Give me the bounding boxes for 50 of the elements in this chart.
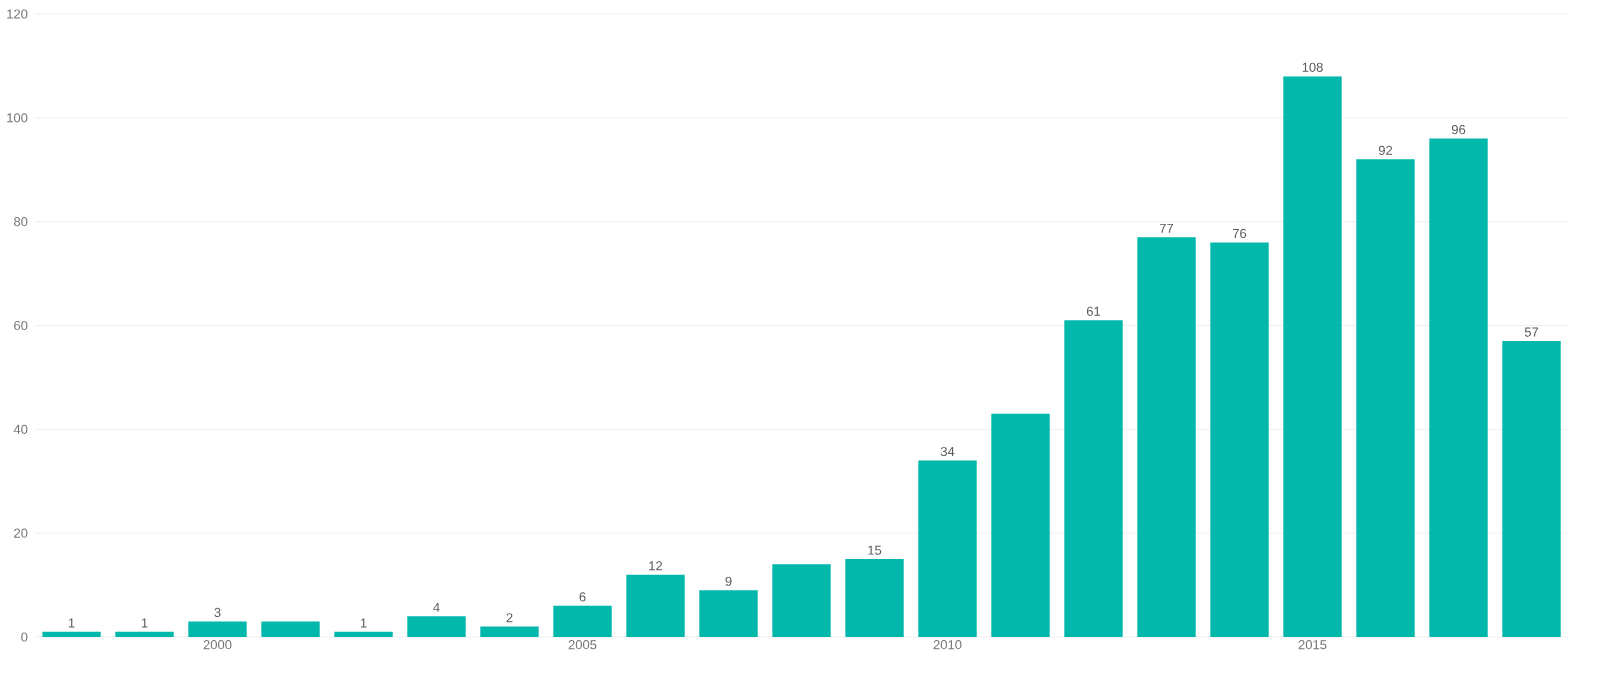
y-tick-label: 20 (14, 528, 28, 538)
data-label: 3 (214, 607, 221, 618)
bar (626, 574, 685, 637)
data-label: 77 (1159, 223, 1174, 233)
data-label: 96 (1451, 125, 1466, 135)
data-label: 108 (1302, 62, 1323, 72)
bar (115, 631, 174, 637)
bar (918, 460, 977, 637)
y-tick-label: 100 (7, 113, 28, 123)
data-label: 92 (1378, 145, 1393, 155)
x-tick-label: 2005 (568, 640, 597, 650)
y-tick-label: 60 (14, 320, 28, 331)
bar (1137, 237, 1196, 637)
data-label: 34 (940, 446, 955, 457)
bar (1064, 320, 1123, 637)
bar (42, 631, 101, 637)
x-tick-label: 2010 (933, 640, 962, 650)
bar (1356, 159, 1415, 637)
data-label: 1 (141, 618, 148, 628)
data-label: 76 (1232, 228, 1247, 239)
y-tick-label: 120 (7, 9, 28, 19)
bar (1283, 76, 1342, 637)
x-tick-label: 2000 (203, 640, 232, 650)
data-label: 15 (868, 545, 882, 555)
data-label: 4 (433, 602, 440, 612)
bar (1210, 242, 1269, 637)
data-label: 9 (725, 576, 732, 586)
bar (772, 564, 831, 637)
bar (407, 616, 466, 637)
data-label: 6 (579, 592, 586, 602)
x-tick-label: 2015 (1298, 640, 1327, 650)
data-label: 57 (1524, 327, 1539, 337)
data-label: 2 (506, 613, 513, 623)
bar (845, 559, 904, 637)
bar (334, 631, 393, 637)
data-label: 61 (1086, 306, 1101, 316)
bar (699, 590, 758, 637)
data-label: 1 (360, 618, 367, 628)
y-tick-label: 40 (13, 424, 28, 434)
y-tick-label: 80 (14, 217, 28, 227)
data-label: 1 (68, 618, 75, 628)
bar (1429, 138, 1488, 637)
y-tick-label: 0 (21, 632, 28, 642)
bar (188, 621, 247, 637)
bar (261, 621, 320, 637)
data-label: 12 (649, 561, 663, 571)
bar (480, 626, 539, 637)
bar (553, 605, 612, 637)
bar (1502, 341, 1561, 637)
bar (991, 413, 1050, 637)
